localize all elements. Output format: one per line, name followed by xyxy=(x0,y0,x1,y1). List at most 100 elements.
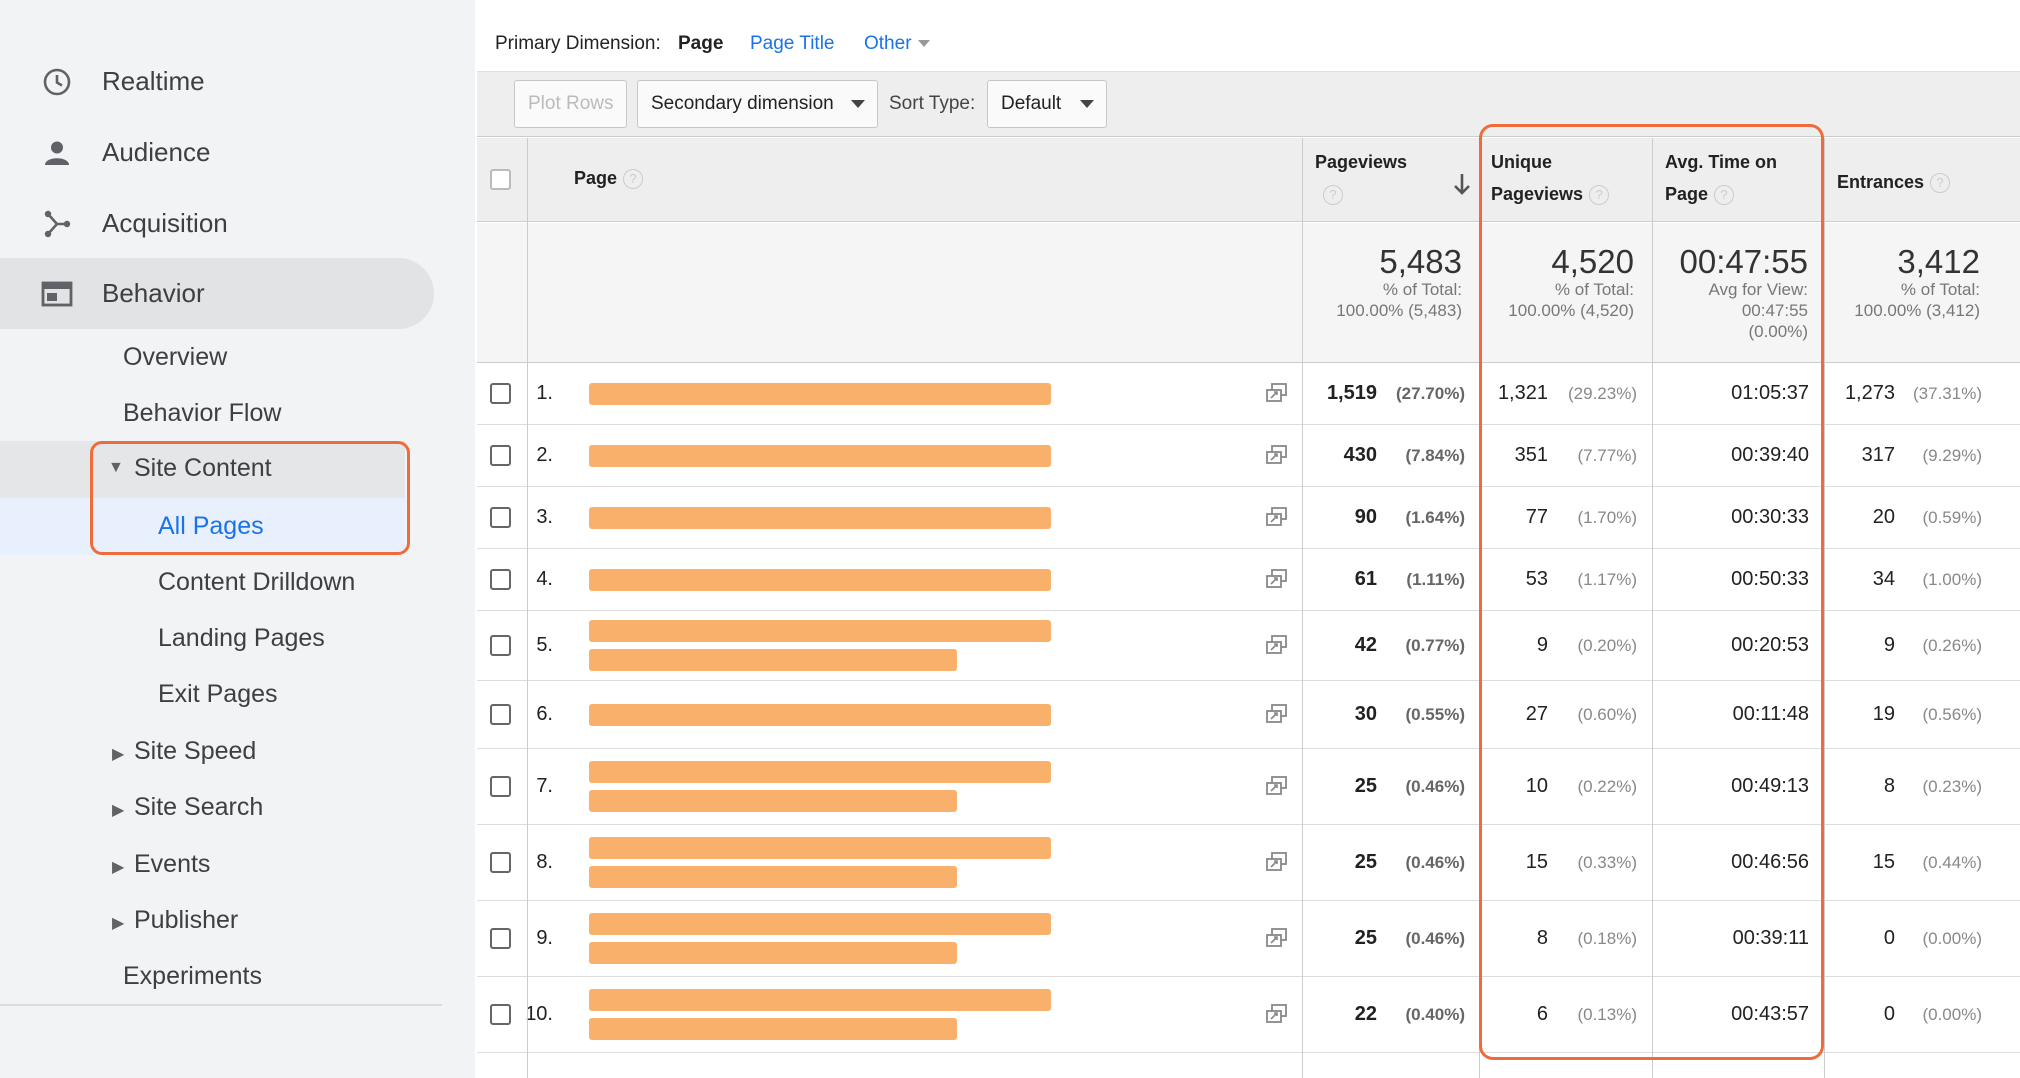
open-page-icon[interactable] xyxy=(1266,928,1288,948)
entrances-percent: (1.00%) xyxy=(1922,570,1982,589)
avg-time-on-page-value: 00:43:57 xyxy=(1731,1003,1809,1025)
sort-descending-icon[interactable] xyxy=(1452,172,1472,196)
redacted-page-url[interactable] xyxy=(589,507,1051,529)
sidebar-item-behavior-flow[interactable]: Behavior Flow xyxy=(123,399,282,427)
entrances-percent: (9.29%) xyxy=(1922,446,1982,465)
pageviews-percent: (27.70%) xyxy=(1396,384,1465,403)
open-page-icon[interactable] xyxy=(1266,445,1288,465)
secondary-dimension-dropdown[interactable]: Secondary dimension xyxy=(637,80,878,128)
row-checkbox[interactable] xyxy=(490,1004,511,1025)
sidebar-item-exit-pages[interactable]: Exit Pages xyxy=(158,680,278,708)
help-icon[interactable]: ? xyxy=(1714,185,1735,206)
redacted-page-url[interactable] xyxy=(589,761,1051,783)
select-all-checkbox[interactable] xyxy=(490,169,511,190)
total-unique-line1: % of Total: xyxy=(1554,280,1634,299)
help-icon[interactable]: ? xyxy=(1323,185,1343,206)
header-page[interactable]: Page? xyxy=(574,162,644,194)
dimension-other-dropdown[interactable]: Other xyxy=(864,33,930,55)
sidebar-label-site-content: Site Content xyxy=(134,454,272,482)
open-page-icon[interactable] xyxy=(1266,507,1288,527)
row-number: 10. xyxy=(525,1003,553,1025)
open-page-icon[interactable] xyxy=(1266,1004,1288,1024)
pageviews-percent: (7.84%) xyxy=(1405,446,1465,465)
unique-pageviews-value: 6 xyxy=(1536,1003,1548,1025)
redacted-page-url[interactable] xyxy=(589,866,957,888)
redacted-page-url[interactable] xyxy=(589,942,957,964)
entrances-value: 19 xyxy=(1872,703,1895,725)
sidebar-item-content-drilldown[interactable]: Content Drilldown xyxy=(158,568,356,596)
table-row: 4. 61 (1.11%) 53 (1.17%) 00:50:33 34 (1.00%) xyxy=(477,549,2020,611)
unique-pageviews-percent: (1.70%) xyxy=(1577,508,1637,527)
open-page-icon[interactable] xyxy=(1266,776,1288,796)
open-page-icon[interactable] xyxy=(1266,852,1288,872)
column-divider xyxy=(1652,138,1653,1078)
open-page-icon[interactable] xyxy=(1266,383,1288,403)
entrances-percent: (0.26%) xyxy=(1922,636,1982,655)
dimension-page[interactable]: Page xyxy=(678,33,724,54)
nav-item-acquisition[interactable]: Acquisition xyxy=(0,188,434,259)
open-page-icon[interactable] xyxy=(1266,704,1288,724)
sidebar-item-site-content[interactable]: ▼ Site Content xyxy=(0,441,405,498)
header-entrances[interactable]: Entrances? xyxy=(1837,166,1951,198)
redacted-page-url[interactable] xyxy=(589,383,1051,405)
row-checkbox[interactable] xyxy=(490,383,511,404)
table-header: Page? Pageviews? Unique Pageviews? Avg. T… xyxy=(477,138,2020,222)
entrances-percent: (0.59%) xyxy=(1922,508,1982,527)
dimension-page-title-link[interactable]: Page Title xyxy=(750,33,835,54)
help-icon[interactable]: ? xyxy=(1930,173,1951,194)
table-row: 1. 1,519 (27.70%) 1,321 (29.23%) 01:05:37 1,27… xyxy=(477,363,2020,425)
row-checkbox[interactable] xyxy=(490,928,511,949)
redacted-page-url[interactable] xyxy=(589,620,1051,642)
sidebar-item-experiments[interactable]: Experiments xyxy=(123,962,262,990)
nav-item-audience[interactable]: Audience xyxy=(0,117,434,188)
total-unique-line2: 100.00% (4,520) xyxy=(1508,301,1634,320)
redacted-page-url[interactable] xyxy=(589,913,1051,935)
nav-label-behavior: Behavior xyxy=(102,278,205,308)
entrances-percent: (0.00%) xyxy=(1922,1005,1982,1024)
sidebar-item-landing-pages[interactable]: Landing Pages xyxy=(158,624,325,652)
row-checkbox[interactable] xyxy=(490,507,511,528)
row-checkbox[interactable] xyxy=(490,704,511,725)
redacted-page-url[interactable] xyxy=(589,1018,957,1040)
row-checkbox[interactable] xyxy=(490,445,511,466)
sidebar-item-overview[interactable]: Overview xyxy=(123,343,228,371)
header-page-label: Page xyxy=(574,168,618,188)
unique-pageviews-value: 8 xyxy=(1536,927,1548,949)
total-pageviews-line2: 100.00% (5,483) xyxy=(1336,301,1462,320)
open-page-icon[interactable] xyxy=(1266,569,1288,589)
redacted-page-url[interactable] xyxy=(589,569,1051,591)
redacted-page-url[interactable] xyxy=(589,704,1051,726)
redacted-page-url[interactable] xyxy=(589,837,1051,859)
total-unique-pageviews: 4,520 xyxy=(1551,243,1634,280)
total-entrances-line2: 100.00% (3,412) xyxy=(1854,301,1980,320)
row-checkbox[interactable] xyxy=(490,776,511,797)
avg-time-on-page-value: 00:11:48 xyxy=(1732,703,1809,725)
row-checkbox[interactable] xyxy=(490,852,511,873)
header-avg-time-on-page[interactable]: Avg. Time on Page? xyxy=(1665,146,1777,210)
header-pageviews[interactable]: Pageviews? xyxy=(1315,146,1407,210)
redacted-page-url[interactable] xyxy=(589,790,957,812)
open-page-icon[interactable] xyxy=(1266,635,1288,655)
help-icon[interactable]: ? xyxy=(623,169,644,190)
site-content-highlight-box xyxy=(90,441,410,555)
unique-pageviews-percent: (0.60%) xyxy=(1577,705,1637,724)
help-icon[interactable]: ? xyxy=(1589,185,1610,206)
dimension-other-label: Other xyxy=(864,33,912,54)
redacted-page-url[interactable] xyxy=(589,445,1051,467)
row-checkbox[interactable] xyxy=(490,635,511,656)
row-checkbox[interactable] xyxy=(490,569,511,590)
avg-time-on-page-value: 01:05:37 xyxy=(1731,382,1809,404)
redacted-page-url[interactable] xyxy=(589,989,1051,1011)
nav-item-realtime[interactable]: Realtime xyxy=(0,46,434,117)
pageviews-value: 25 xyxy=(1354,927,1377,949)
sort-type-dropdown[interactable]: Default xyxy=(987,80,1107,128)
plot-rows-button[interactable]: Plot Rows xyxy=(514,80,627,128)
column-divider xyxy=(1302,138,1303,1078)
nav-item-behavior[interactable]: Behavior xyxy=(0,258,434,329)
header-unique-pageviews[interactable]: Unique Pageviews? xyxy=(1491,146,1610,210)
table-row: 8. 25 (0.46%) 15 (0.33%) 00:46:56 15 (0.44%) xyxy=(477,825,2020,901)
sidebar-item-all-pages[interactable]: All Pages xyxy=(0,498,405,555)
table-row: 10. 22 (0.40%) 6 (0.13%) 00:43:57 0 (0.00%) xyxy=(477,977,2020,1053)
redacted-page-url[interactable] xyxy=(589,649,957,671)
